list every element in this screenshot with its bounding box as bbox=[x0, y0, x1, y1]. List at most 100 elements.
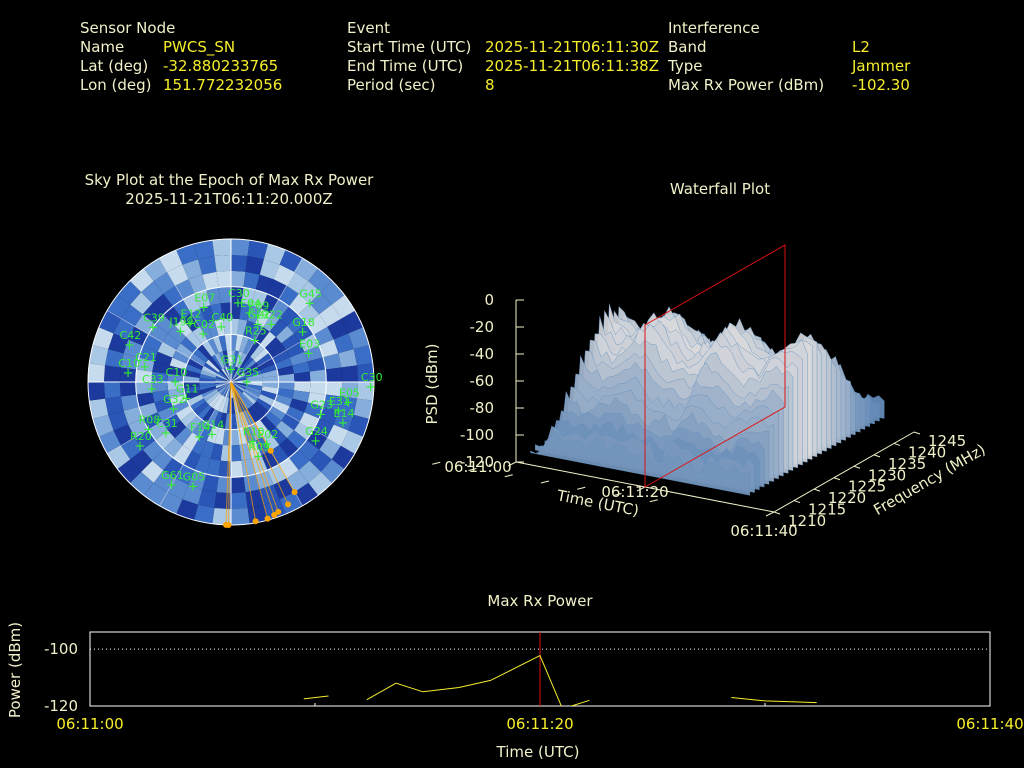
psd-strip bbox=[549, 390, 770, 485]
sky-spoke bbox=[159, 257, 232, 383]
satellite-label: R08 bbox=[139, 414, 161, 427]
waterfall-time-label: Time (UTC) bbox=[555, 486, 641, 520]
power-series-line bbox=[731, 697, 817, 704]
satellite-label: E02 bbox=[257, 428, 278, 441]
psd-strip bbox=[664, 361, 885, 419]
satellite-label: E04 bbox=[240, 297, 261, 310]
interference-title: Interference bbox=[668, 19, 760, 37]
z-tick-label: -40 bbox=[470, 345, 495, 363]
freq-tick bbox=[853, 465, 861, 469]
power-plot-frame bbox=[89, 631, 991, 707]
psd-strip bbox=[616, 320, 837, 447]
satellite-label: G32 bbox=[163, 393, 186, 406]
freq-tick bbox=[913, 431, 921, 435]
jammer-track bbox=[223, 381, 298, 528]
satellite-label: E31 bbox=[329, 395, 350, 408]
freq-tick bbox=[813, 488, 821, 492]
psd-strip bbox=[530, 433, 750, 496]
satellite-marker: + bbox=[166, 478, 177, 493]
satellite-label: G35 bbox=[237, 366, 260, 379]
satellite-label: G45 bbox=[299, 287, 322, 300]
psd-strip bbox=[635, 350, 856, 436]
power-y-tick-label: -120 bbox=[44, 697, 78, 715]
jammer-point bbox=[271, 511, 278, 518]
z-tick-label: 0 bbox=[484, 291, 494, 309]
waterfall-time-marker bbox=[644, 244, 786, 488]
satellite-label: R10 bbox=[243, 426, 265, 439]
freq-tick-label: 1240 bbox=[908, 443, 946, 461]
satellite-label: R20 bbox=[130, 430, 152, 443]
psd-strip bbox=[597, 306, 818, 458]
time-tick-label: 06:11:00 bbox=[444, 458, 511, 476]
freq-tick-label: 1215 bbox=[808, 501, 846, 519]
power-x-tick-label: 06:11:00 bbox=[56, 715, 123, 733]
power-frame bbox=[89, 631, 991, 707]
power-chart-title: Max Rx Power bbox=[487, 592, 593, 610]
satellite-marker: + bbox=[241, 375, 252, 390]
satellite-marker: + bbox=[333, 404, 344, 419]
satellite-label: C40 bbox=[211, 311, 233, 324]
interference-power-label: Max Rx Power (dBm) bbox=[668, 76, 825, 94]
waterfall-axes bbox=[432, 299, 921, 517]
sky-ring-0 bbox=[87, 238, 375, 526]
freq-tick-label: 1230 bbox=[868, 466, 906, 484]
skyplot-subtitle: 2025-11-21T06:11:20.000Z bbox=[125, 190, 333, 208]
waterfall-time-axis bbox=[515, 461, 775, 513]
satellite-marker: + bbox=[188, 480, 199, 495]
jammer-point bbox=[264, 515, 271, 522]
event-period-value: 8 bbox=[485, 76, 495, 94]
satellite-marker: + bbox=[252, 309, 263, 324]
z-tick-label: -20 bbox=[470, 318, 495, 336]
power-x-tick-label: 06:11:20 bbox=[506, 715, 573, 733]
satellite-marker: + bbox=[232, 296, 243, 311]
time-tick bbox=[636, 486, 646, 492]
satellite-label: C42 bbox=[120, 329, 142, 342]
psd-strip bbox=[626, 332, 846, 441]
event-start-value: 2025-11-21T06:11:30Z bbox=[485, 38, 659, 56]
satellite-label: R25 bbox=[245, 325, 267, 338]
sky-spoke bbox=[230, 381, 356, 454]
grid-tick bbox=[504, 474, 513, 478]
event-end-value: 2025-11-21T06:11:38Z bbox=[485, 57, 659, 75]
satellite-marker: + bbox=[338, 416, 349, 431]
satellite-marker: + bbox=[198, 300, 209, 315]
satellite-label: C10 bbox=[166, 366, 188, 379]
satellite-marker: + bbox=[244, 306, 255, 321]
freq-tick-label: 1245 bbox=[928, 432, 966, 450]
jammer-point bbox=[267, 447, 274, 454]
psd-strip bbox=[592, 303, 813, 460]
psd-strip bbox=[563, 355, 784, 477]
psd-strip bbox=[645, 357, 866, 430]
sensor-lat-label: Lat (deg) bbox=[80, 57, 149, 75]
jammer-point bbox=[285, 501, 292, 508]
interference-power-value: -102.30 bbox=[852, 76, 910, 94]
jammer-ray bbox=[230, 381, 272, 452]
psd-strip bbox=[578, 323, 798, 469]
psd-strip bbox=[583, 316, 803, 466]
time-tick bbox=[507, 461, 517, 467]
sky-ring-60 bbox=[182, 333, 280, 431]
jammer-ray bbox=[228, 381, 232, 525]
sensor-lon-label: Lon (deg) bbox=[80, 76, 152, 94]
grid-tick bbox=[649, 499, 658, 503]
event-end-label: End Time (UTC) bbox=[347, 57, 464, 75]
satellite-label: J199 bbox=[168, 315, 193, 328]
satellite-marker: + bbox=[143, 423, 154, 438]
satellite-label: G31 bbox=[221, 353, 244, 366]
satellite-label: R09 bbox=[248, 441, 270, 454]
psd-strip bbox=[587, 309, 808, 463]
psd-strip bbox=[554, 386, 774, 482]
psd-strip bbox=[544, 410, 765, 488]
freq-tick-label: 1235 bbox=[888, 455, 926, 473]
satellite-label: E12 bbox=[181, 307, 202, 320]
satellite-label: G11 bbox=[176, 382, 199, 395]
power-series-line bbox=[569, 699, 590, 706]
satellite-marker: + bbox=[247, 435, 258, 450]
grid-tick bbox=[540, 480, 550, 484]
power-series-line bbox=[366, 679, 491, 701]
satellite-marker: + bbox=[160, 426, 171, 441]
power-y-tick-label: -100 bbox=[44, 640, 78, 658]
satellite-label: C33 bbox=[142, 373, 164, 386]
